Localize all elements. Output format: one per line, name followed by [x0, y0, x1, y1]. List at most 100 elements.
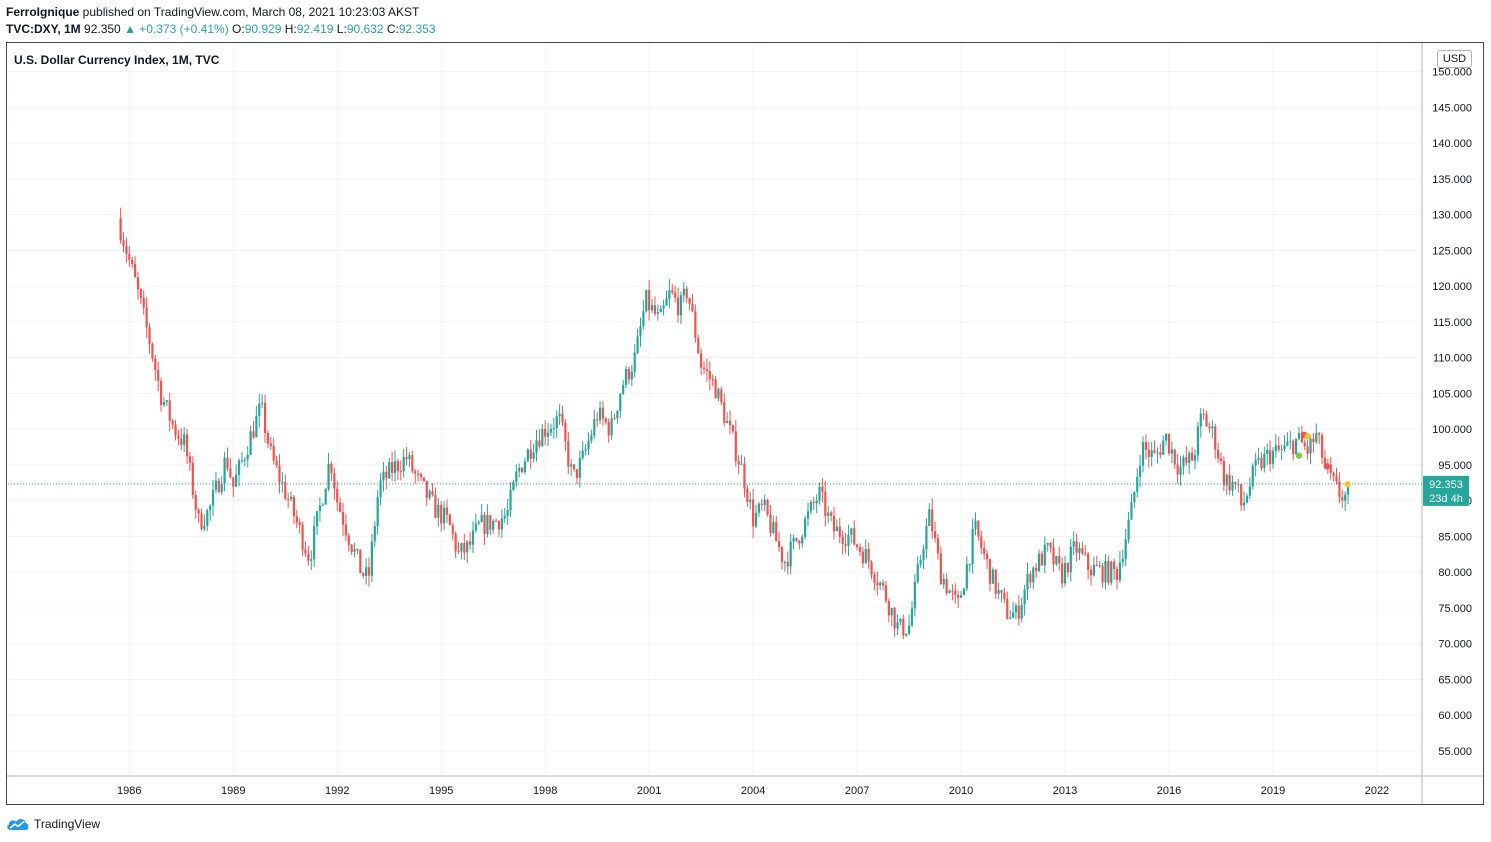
candle — [674, 285, 677, 303]
candle-body — [1289, 440, 1292, 442]
candle-body — [526, 449, 529, 462]
candle-body — [584, 449, 587, 451]
candle-body — [977, 520, 980, 537]
candle-body — [414, 471, 417, 474]
candle-body — [119, 218, 122, 241]
candle — [726, 412, 729, 424]
candle — [922, 544, 925, 569]
candle-body — [503, 515, 506, 519]
candle — [1237, 478, 1240, 493]
candle-body — [905, 633, 908, 636]
candle — [148, 323, 151, 354]
candle-body — [700, 353, 703, 368]
candle — [463, 533, 466, 561]
candle-body — [679, 295, 683, 316]
candle-body — [474, 523, 477, 531]
candle-body — [596, 419, 599, 421]
candle — [1205, 410, 1208, 427]
candle-body — [1153, 450, 1156, 453]
candle — [445, 499, 449, 523]
candle — [1159, 443, 1162, 459]
candle-body — [194, 495, 197, 510]
candle-body — [281, 481, 284, 483]
candle-body — [313, 526, 316, 560]
candle — [1153, 440, 1156, 454]
candle-body — [532, 452, 535, 459]
candle — [928, 503, 931, 527]
candle-body — [881, 582, 885, 586]
candle-body — [1219, 458, 1223, 461]
candle-body — [359, 549, 362, 574]
time-axis[interactable]: 1986 1989 1992 1995 1998 2001 2004 2007 2010 2013… — [6, 775, 1484, 797]
candle-body — [1277, 445, 1280, 450]
candle — [988, 558, 992, 592]
candle — [422, 477, 425, 483]
candle-body — [180, 438, 183, 445]
candle-body — [668, 290, 671, 299]
candle — [622, 379, 625, 396]
candle-body — [656, 312, 659, 314]
candle-body — [1248, 486, 1251, 496]
price-axis[interactable]: 150.000 145.000 140.000 135.000 130.000 125.0… — [1421, 42, 1472, 805]
candle — [437, 498, 440, 527]
close-value: 92.353 — [398, 22, 436, 36]
x-tick-label: 2019 — [1261, 785, 1285, 797]
price-chart[interactable]: 150.000 145.000 140.000 135.000 130.000 125.0… — [6, 42, 1484, 805]
x-tick-label: 2010 — [949, 785, 973, 797]
candle — [633, 344, 636, 378]
brand-name[interactable]: TradingView — [34, 817, 101, 831]
candle — [388, 458, 391, 480]
candle — [1069, 539, 1072, 582]
candle — [419, 472, 423, 481]
candle-body — [529, 449, 532, 459]
candle-body — [913, 582, 916, 609]
candle — [203, 514, 206, 532]
candle-body — [1292, 440, 1295, 455]
author-name[interactable]: FerroIgnique — [6, 5, 80, 19]
candle-body — [535, 440, 538, 453]
candle — [428, 489, 431, 501]
candle-body — [653, 305, 657, 314]
candle — [258, 393, 261, 428]
candle-body — [318, 505, 322, 512]
candle-body — [1297, 433, 1301, 439]
candle — [1306, 439, 1309, 460]
candle — [861, 547, 864, 569]
candle — [570, 459, 573, 476]
candle — [1058, 546, 1061, 571]
candle — [610, 410, 613, 440]
candle-body — [783, 561, 786, 563]
candle-body — [772, 521, 775, 533]
candle-body — [333, 473, 336, 489]
x-tick-label: 2016 — [1157, 785, 1181, 797]
currency-button[interactable]: USD — [1437, 50, 1472, 68]
candle — [518, 463, 521, 478]
candle-body — [1231, 481, 1234, 491]
candle-body — [1020, 604, 1023, 619]
candle — [578, 450, 581, 488]
candle-body — [315, 511, 319, 527]
candle — [229, 458, 232, 479]
candle — [503, 507, 506, 523]
candle-body — [350, 544, 353, 552]
candle-body — [321, 504, 324, 506]
candle — [451, 522, 454, 541]
candle — [1176, 454, 1179, 485]
candle — [261, 394, 264, 409]
candle-body — [682, 288, 685, 296]
candle-body — [1162, 440, 1165, 455]
candle — [936, 534, 940, 560]
candle-body — [925, 526, 928, 550]
candle-body — [570, 464, 573, 467]
candle-body — [1193, 455, 1197, 461]
candle-body — [688, 298, 691, 304]
candle-body — [385, 471, 388, 479]
candle — [893, 606, 896, 637]
candle — [1268, 440, 1272, 472]
candle-body — [151, 343, 154, 359]
candle-body — [1046, 543, 1049, 545]
candle — [881, 579, 885, 591]
candle — [252, 420, 255, 439]
candle-body — [896, 622, 899, 629]
candles[interactable] — [119, 207, 1350, 640]
